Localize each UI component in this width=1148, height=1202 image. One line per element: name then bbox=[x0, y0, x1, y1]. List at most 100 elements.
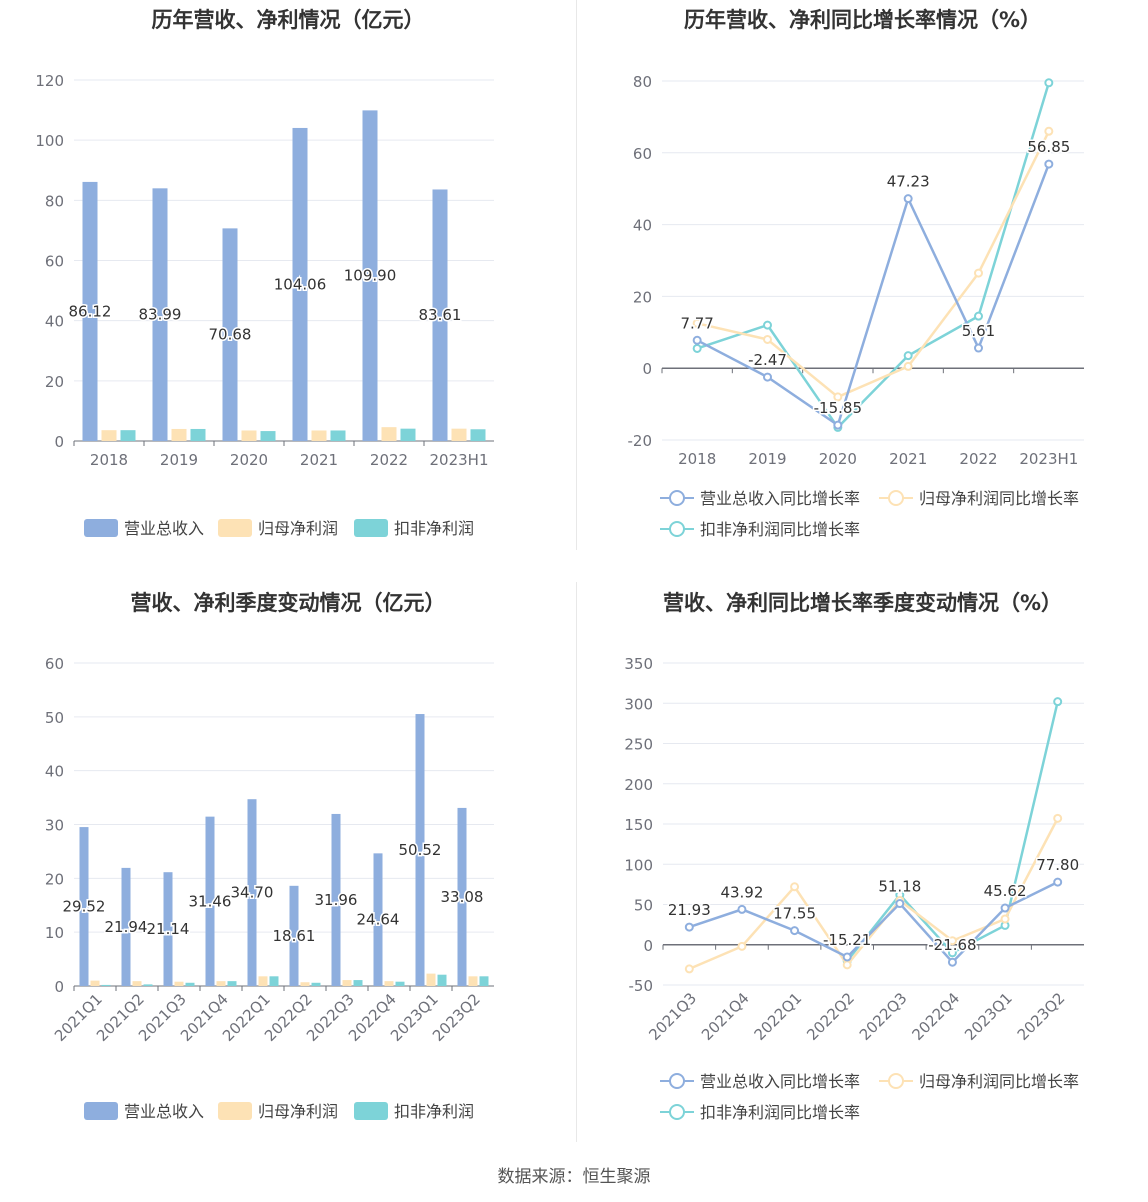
data-point bbox=[692, 318, 702, 328]
chart-annual-growth-rate: 历年营收、净利同比增长率情况（%） -20 0 20 40 60 80 2018 2019 20… bbox=[577, 0, 1148, 560]
bar bbox=[260, 431, 276, 441]
data-label: 5.61 bbox=[962, 322, 995, 340]
series-line bbox=[696, 130, 1050, 399]
data-point bbox=[737, 941, 747, 951]
panel-divider-top bbox=[576, 0, 577, 550]
bar bbox=[331, 813, 341, 986]
chart-svg: -500501001502002503003502021Q32021Q42022… bbox=[624, 655, 1084, 1122]
y-tick-label: 100 bbox=[624, 856, 653, 874]
legend-label: 营业总收入同比增长率 bbox=[700, 489, 860, 508]
data-label: -15.85 bbox=[814, 399, 862, 417]
legend-marker bbox=[888, 490, 904, 506]
data-label: 51.18 bbox=[878, 878, 921, 896]
bar bbox=[468, 976, 478, 986]
y-tick-label: 200 bbox=[624, 776, 653, 794]
data-point bbox=[737, 904, 747, 914]
data-point bbox=[1044, 78, 1054, 88]
x-tick-label: 2019 bbox=[160, 451, 198, 469]
bar bbox=[132, 981, 142, 986]
legend-swatch bbox=[84, 519, 118, 537]
chart-svg: -20 0 20 40 60 80 2018 2019 2020 2021 2022 2023H1 7.… bbox=[628, 73, 1084, 539]
x-tick-label: 2022Q4 bbox=[908, 989, 963, 1044]
bar bbox=[289, 885, 299, 986]
bar bbox=[205, 816, 215, 986]
y-tick-label: 0 bbox=[642, 360, 652, 378]
bar bbox=[190, 428, 206, 441]
legend-swatch bbox=[354, 519, 388, 537]
y-tick-label: 350 bbox=[624, 655, 653, 673]
data-point bbox=[903, 194, 913, 204]
bar bbox=[82, 181, 98, 441]
bar bbox=[79, 827, 89, 986]
bar bbox=[121, 867, 131, 986]
data-point bbox=[1053, 877, 1063, 887]
data-point bbox=[1000, 914, 1010, 924]
y-tick-label: 60 bbox=[633, 145, 652, 163]
x-tick-label: 2023Q1 bbox=[961, 989, 1016, 1044]
data-point bbox=[763, 372, 772, 382]
y-tick-label: 20 bbox=[45, 870, 64, 888]
x-tick-label: 2022Q3 bbox=[856, 989, 911, 1044]
legend-label: 归母净利润同比增长率 bbox=[919, 489, 1079, 508]
legend-marker bbox=[669, 1073, 685, 1089]
x-tick-label: 2023H1 bbox=[430, 451, 489, 469]
x-tick-label: 2021Q4 bbox=[698, 989, 753, 1044]
data-point bbox=[763, 320, 772, 330]
data-point bbox=[833, 392, 843, 402]
y-tick-label: 20 bbox=[633, 288, 652, 306]
data-label: 24.64 bbox=[357, 911, 400, 929]
x-tick-label: 2022Q2 bbox=[803, 989, 858, 1044]
bar bbox=[227, 981, 237, 986]
legend-swatch bbox=[218, 519, 252, 537]
x-tick-label: 2019 bbox=[748, 450, 786, 468]
data-point bbox=[833, 420, 843, 430]
data-label: 17.55 bbox=[773, 905, 816, 923]
data-label: 7.77 bbox=[680, 314, 713, 332]
y-tick-label: 50 bbox=[634, 897, 653, 915]
bar bbox=[101, 430, 117, 441]
data-point bbox=[1053, 813, 1063, 823]
x-tick-label: 2018 bbox=[90, 451, 128, 469]
bar bbox=[362, 110, 378, 442]
bar bbox=[120, 430, 136, 441]
bar bbox=[258, 976, 268, 986]
legend-label: 扣非净利润 bbox=[394, 519, 474, 538]
bar bbox=[90, 980, 100, 986]
x-tick-label: 2020 bbox=[230, 451, 268, 469]
data-label: 31.46 bbox=[189, 892, 232, 910]
data-label: 21.14 bbox=[147, 920, 190, 938]
series-line bbox=[696, 163, 1051, 428]
series-line bbox=[688, 817, 1059, 971]
chart-svg: 01020304050602021Q129.522021Q221.942021Q… bbox=[45, 655, 494, 1121]
y-tick-label: 40 bbox=[45, 313, 64, 331]
bar bbox=[247, 799, 257, 986]
data-label: 21.93 bbox=[668, 901, 711, 919]
y-tick-label: 120 bbox=[35, 72, 64, 90]
bar bbox=[216, 981, 226, 986]
data-label: 18.61 bbox=[273, 927, 316, 945]
legend-label: 营业总收入 bbox=[124, 1102, 204, 1121]
data-point bbox=[1000, 903, 1010, 913]
chart-quarterly-growth-rate: 营收、净利同比增长率季度变动情况（%） -50 0 50 100 150 200 250 30… bbox=[577, 582, 1148, 1142]
y-tick-label: 60 bbox=[45, 253, 64, 271]
bar bbox=[171, 428, 187, 441]
data-point bbox=[974, 311, 983, 321]
bar bbox=[395, 981, 405, 986]
y-tick-label: 300 bbox=[624, 695, 653, 713]
legend-label: 归母净利润 bbox=[258, 1102, 338, 1121]
series-line bbox=[688, 880, 1059, 965]
bar bbox=[437, 974, 447, 986]
bar bbox=[381, 427, 397, 441]
bar bbox=[426, 973, 436, 986]
bar bbox=[222, 228, 238, 441]
data-label: 34.70 bbox=[231, 884, 274, 902]
bar bbox=[353, 980, 363, 986]
y-tick-label: 20 bbox=[45, 373, 64, 391]
bar bbox=[163, 872, 173, 986]
y-tick-label: 80 bbox=[633, 73, 652, 91]
legend-label: 归母净利润同比增长率 bbox=[919, 1072, 1079, 1091]
bar bbox=[330, 430, 346, 441]
y-tick-label: 0 bbox=[54, 433, 64, 451]
panel-divider-bottom bbox=[576, 582, 577, 1142]
y-tick-label: -20 bbox=[628, 432, 653, 450]
